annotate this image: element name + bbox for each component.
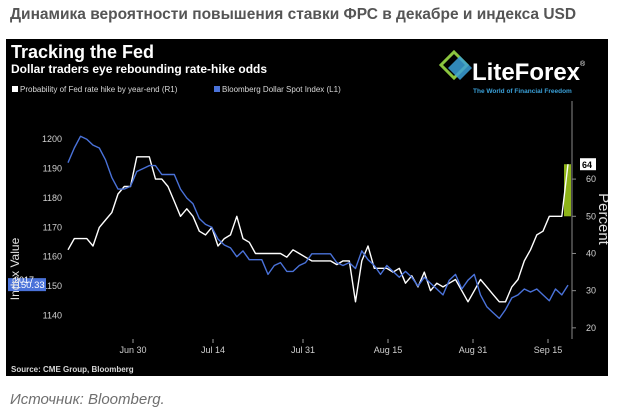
chart-container: Tracking the Fed Dollar traders eye rebo… <box>6 39 612 376</box>
x-tick-label: Sep 15 <box>534 345 563 355</box>
hike-probability-last-label: 64 <box>582 160 592 170</box>
right-axis-title: Percent <box>595 193 608 246</box>
legend-label-hike-probability: Probability of Fed rate hike by year-end… <box>20 85 178 94</box>
x-tick-label: Jul 31 <box>291 345 315 355</box>
right-tick-label: 60 <box>586 174 596 184</box>
chart-subtitle: Dollar traders eye rebounding rate-hike … <box>11 62 267 76</box>
right-tick-label: 30 <box>586 286 596 296</box>
legend: Probability of Fed rate hike by year-end… <box>12 85 341 94</box>
right-tick-label: 40 <box>586 248 596 258</box>
chart-svg: Tracking the Fed Dollar traders eye rebo… <box>8 42 612 374</box>
x-tick-label: Aug 31 <box>459 345 488 355</box>
left-tick-label: 1160 <box>43 252 62 262</box>
left-tick-label: 1170 <box>43 222 62 232</box>
usd-index-last-badge <box>8 278 46 292</box>
liteforex-logo: LiteForex ® The World of Financial Freed… <box>438 49 586 95</box>
left-tick-label: 1150 <box>43 281 62 291</box>
legend-label-usd-index: Bloomberg Dollar Spot Index (L1) <box>222 85 341 94</box>
usd-index-line <box>67 135 569 320</box>
chart-title: Tracking the Fed <box>11 42 154 62</box>
x-tick-label: Jul 14 <box>201 345 225 355</box>
surge-highlight-bar <box>564 164 571 217</box>
left-tick-label: 1190 <box>43 164 62 174</box>
x-axis-year: 2017 <box>14 275 34 285</box>
logo-mark-inner-icon <box>448 56 472 80</box>
logo-registered-mark: ® <box>580 60 586 68</box>
logo-wordmark: LiteForex <box>472 59 581 86</box>
plot-area: Jun 30 Jul 14 Jul 31 Aug 15 Aug 31 Sep 15 1140… <box>8 101 596 355</box>
left-tick-label: 1140 <box>43 310 62 320</box>
left-tick-label: 1200 <box>42 134 62 144</box>
x-tick-label: Jun 30 <box>119 345 146 355</box>
source-caption: Источник: Bloomberg. <box>10 391 165 408</box>
page-heading: Динамика вероятности повышения ставки ФР… <box>10 6 577 23</box>
logo-tagline: The World of Financial Freedom <box>473 88 572 95</box>
hike-probability-line <box>67 156 569 303</box>
legend-swatch-hike-probability <box>12 86 18 92</box>
legend-swatch-usd-index <box>214 86 220 92</box>
left-tick-label: 1180 <box>43 193 62 203</box>
right-tick-label: 50 <box>586 211 596 221</box>
left-axis-title: Index Value <box>8 237 22 300</box>
hike-probability-last-badge <box>580 158 596 171</box>
right-tick-label: 20 <box>586 323 596 333</box>
usd-index-last-label: 1150.33 <box>11 280 45 291</box>
x-tick-label: Aug 15 <box>374 345 403 355</box>
chart-source-footer: Source: CME Group, Bloomberg <box>11 365 134 374</box>
